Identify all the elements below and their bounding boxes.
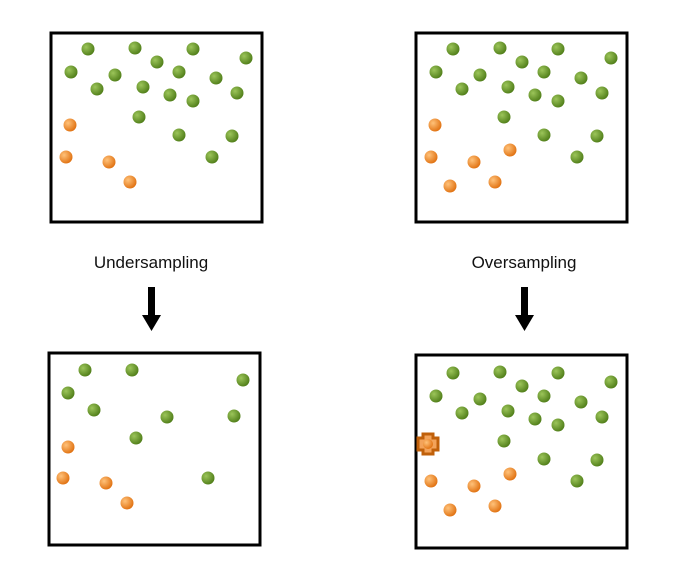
arrow-left [142,287,161,331]
majority-dot [528,88,542,102]
majority-dot [537,65,551,79]
minority-dot [63,118,77,132]
majority-dot [595,86,609,100]
majority-dot [201,471,215,485]
majority-dot [515,55,529,69]
majority-dot [551,418,565,432]
minority-dot [59,150,73,164]
majority-dot [551,366,565,380]
minority-dot [102,155,116,169]
majority-dot [515,379,529,393]
panel-bottom-left [47,351,262,547]
majority-dot [497,434,511,448]
minority-dot [99,476,113,490]
minority-dot [467,479,481,493]
arrow-right [515,287,534,331]
majority-dot [239,51,253,65]
minority-dot [503,143,517,157]
minority-dot [61,440,75,454]
majority-dot [172,128,186,142]
majority-dot [90,82,104,96]
majority-dot [446,366,460,380]
majority-dot [604,375,618,389]
synthetic-sample [416,432,440,456]
majority-dot [493,41,507,55]
majority-dot [108,68,122,82]
majority-dot [61,386,75,400]
majority-dot [455,82,469,96]
majority-dot [528,412,542,426]
majority-dot [132,110,146,124]
majority-dot [537,128,551,142]
majority-dot [186,94,200,108]
majority-dot [497,110,511,124]
minority-dot [443,179,457,193]
majority-dot [570,150,584,164]
majority-dot [81,42,95,56]
minority-dot [424,474,438,488]
oversampling-label: Oversampling [472,253,577,272]
majority-dot [227,409,241,423]
majority-dot [493,365,507,379]
majority-dot [163,88,177,102]
minority-dot [120,496,134,510]
majority-dot [501,80,515,94]
minority-dot [56,471,70,485]
majority-dot [205,150,219,164]
minority-dot [503,467,517,481]
dots [56,41,618,517]
majority-dot [128,41,142,55]
majority-dot [236,373,250,387]
majority-dot [64,65,78,79]
majority-dot [501,404,515,418]
minority-dot [424,150,438,164]
majority-dot [172,65,186,79]
majority-dot [209,71,223,85]
majority-dot [537,389,551,403]
majority-dot [590,129,604,143]
majority-dot [429,389,443,403]
majority-dot [87,403,101,417]
minority-dot [428,118,442,132]
minority-dot [123,175,137,189]
majority-dot [574,71,588,85]
majority-dot [446,42,460,56]
majority-dot [551,94,565,108]
majority-dot [574,395,588,409]
majority-dot [186,42,200,56]
majority-dot [150,55,164,69]
minority-dot [443,503,457,517]
majority-dot [604,51,618,65]
majority-dot [551,42,565,56]
majority-dot [537,452,551,466]
majority-dot [125,363,139,377]
majority-dot [230,86,244,100]
majority-dot [595,410,609,424]
majority-dot [455,406,469,420]
majority-dot [78,363,92,377]
majority-dot [225,129,239,143]
undersampling-label: Undersampling [94,253,208,272]
minority-dot [488,499,502,513]
majority-dot [473,392,487,406]
majority-dot [136,80,150,94]
majority-dot [570,474,584,488]
majority-dot [160,410,174,424]
minority-dot [467,155,481,169]
majority-dot [473,68,487,82]
minority-dot [488,175,502,189]
majority-dot [429,65,443,79]
majority-dot [129,431,143,445]
majority-dot [590,453,604,467]
